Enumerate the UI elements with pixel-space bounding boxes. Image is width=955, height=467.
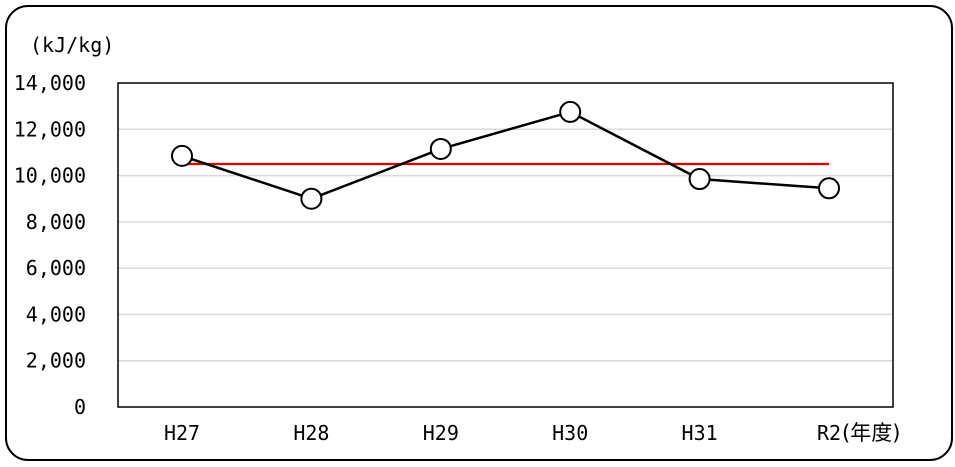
series [171, 100, 840, 210]
y-tick-label: 10,000 [14, 164, 86, 188]
series-line [181, 110, 830, 201]
plot-area [117, 82, 894, 408]
data-point [559, 100, 582, 123]
x-tick-label: H31 [682, 421, 718, 445]
y-tick-label: 14,000 [14, 71, 86, 95]
x-tick-label: H28 [293, 421, 329, 445]
y-tick-label: 4,000 [26, 302, 86, 326]
y-tick-label: 0 [74, 395, 86, 419]
x-tick-labels: H27 H28 H29 H30 H31 R2 [164, 421, 841, 445]
x-tick-label: H27 [164, 421, 200, 445]
data-point [429, 137, 452, 160]
y-tick-label: 6,000 [26, 256, 86, 280]
y-tick-label: 8,000 [26, 210, 86, 234]
x-tick-label: R2 [817, 421, 841, 445]
y-tick-label: 12,000 [14, 117, 86, 141]
x-unit-label: (年度) [842, 421, 900, 445]
data-point [171, 144, 193, 167]
y-tick-labels: 0 2,000 4,000 6,000 8,000 10,000 12,000 14,000 [14, 71, 86, 419]
data-point [818, 177, 840, 200]
chart-frame [5, 5, 953, 461]
x-tick-label: H30 [552, 421, 588, 445]
x-tick-label: H29 [423, 421, 459, 445]
y-tick-label: 2,000 [26, 349, 86, 373]
y-unit-label: (kJ/kg) [30, 33, 114, 57]
data-point [688, 168, 711, 191]
data-point [300, 187, 323, 210]
